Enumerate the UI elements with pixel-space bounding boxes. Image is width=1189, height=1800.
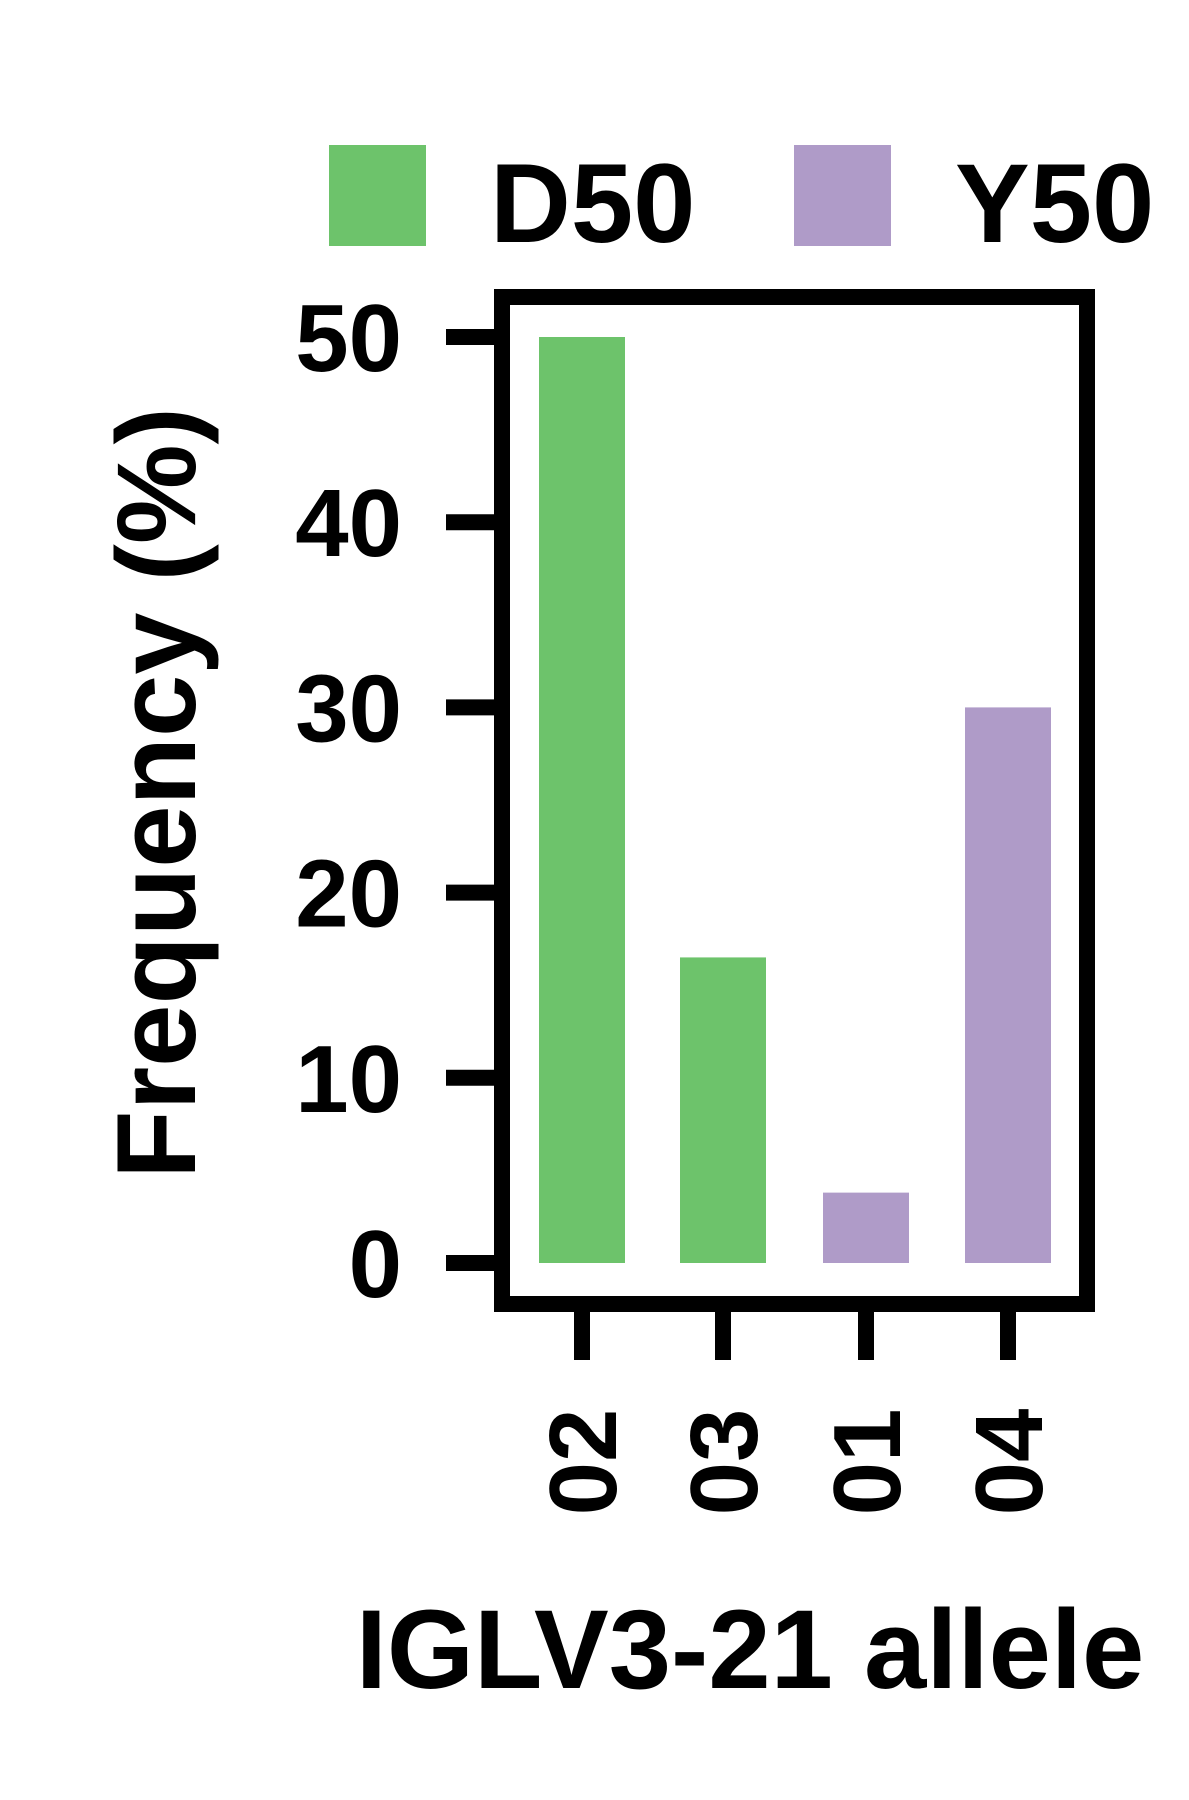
- y-tick-label: 10: [295, 1026, 402, 1133]
- bar: [965, 707, 1051, 1263]
- y-tick-label: 20: [295, 841, 402, 948]
- plot-frame: [494, 289, 1095, 1312]
- x-tick-label: 02: [530, 1409, 637, 1516]
- y-axis: 0 10 20 30 40 50: [295, 285, 502, 1318]
- bars: [539, 337, 1051, 1263]
- legend-label: D50: [490, 141, 695, 266]
- x-axis: 02 03 01 04: [530, 1304, 1063, 1515]
- legend-swatch: [794, 145, 891, 246]
- y-tick-label: 0: [349, 1211, 402, 1318]
- bar: [823, 1192, 909, 1263]
- legend: D50 Y50: [329, 141, 1154, 266]
- y-tick-label: 40: [295, 470, 402, 577]
- y-axis-title: Frequency (%): [94, 407, 219, 1179]
- y-tick-label: 50: [295, 285, 402, 392]
- y-tick-label: 30: [295, 655, 402, 762]
- legend-label: Y50: [955, 141, 1154, 266]
- x-tick-label: 01: [814, 1409, 921, 1516]
- x-axis-title: IGLV3-21 allele: [356, 1587, 1145, 1712]
- legend-swatch: [329, 145, 426, 246]
- bar: [539, 337, 625, 1263]
- x-tick-label: 04: [956, 1409, 1063, 1516]
- x-tick-label: 03: [671, 1409, 778, 1516]
- bar: [680, 957, 766, 1263]
